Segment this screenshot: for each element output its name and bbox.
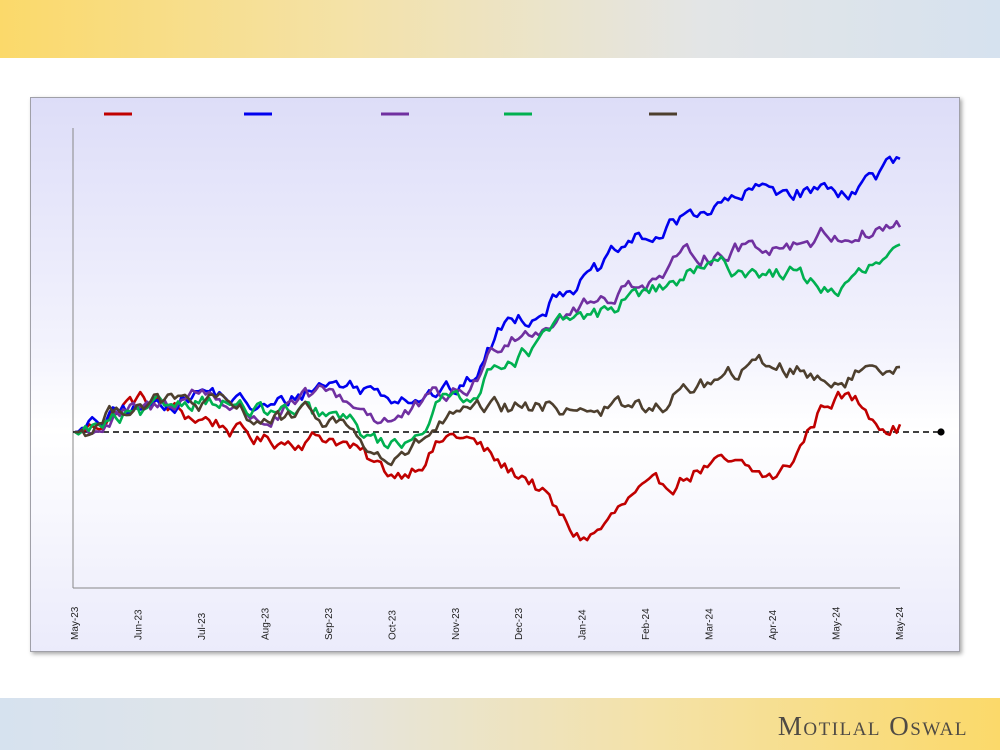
- line-chart: May-23 Jun-23 Jul-23 Aug-23 Sep-23 Oct-23 Nov-…: [70, 112, 945, 640]
- x-tick-label: Apr-24: [768, 610, 779, 640]
- brand-wordmark: Motilal Oswal: [777, 711, 968, 741]
- x-tick-label: May-24: [895, 606, 906, 640]
- series-line: [74, 353, 901, 467]
- baseline-end-marker: [937, 428, 945, 436]
- x-tick-label: Mar-24: [705, 608, 716, 640]
- chart-panel: May-23 Jun-23 Jul-23 Aug-23 Sep-23 Oct-23 Nov-…: [30, 97, 960, 652]
- footer-band: [0, 698, 1000, 750]
- x-tick-label: Nov-23: [451, 607, 462, 640]
- series-line: [74, 390, 902, 542]
- x-tick-label: Dec-23: [514, 607, 525, 640]
- x-tick-label: Aug-23: [260, 607, 271, 640]
- series-line: [74, 243, 901, 450]
- x-tick-label: May-24: [832, 606, 843, 640]
- x-tick-label: May-23: [70, 606, 81, 640]
- x-tick-label: Jan-24: [578, 609, 589, 640]
- x-tick-label: Sep-23: [324, 607, 335, 640]
- x-tick-label: Jul-23: [197, 612, 208, 640]
- x-tick-label: Feb-24: [641, 608, 652, 640]
- series-line: [74, 155, 901, 434]
- header-band: [0, 0, 1000, 58]
- x-axis-tick-labels: May-23 Jun-23 Jul-23 Aug-23 Sep-23 Oct-23 Nov-…: [70, 606, 906, 640]
- series-lines: [74, 155, 902, 542]
- x-tick-label: Oct-23: [387, 610, 398, 640]
- x-tick-label: Jun-23: [133, 609, 144, 640]
